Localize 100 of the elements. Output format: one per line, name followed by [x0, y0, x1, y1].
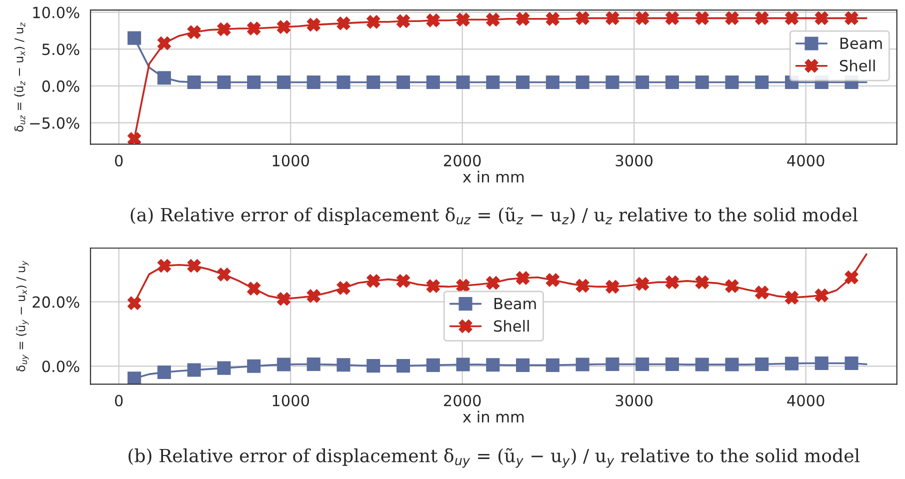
- point: [546, 12, 560, 26]
- point: [755, 76, 769, 90]
- point: [426, 14, 440, 28]
- point: [486, 358, 500, 372]
- point: [247, 22, 261, 36]
- point: [306, 289, 320, 303]
- point: [366, 76, 380, 90]
- point: [486, 12, 500, 26]
- point: [128, 132, 142, 144]
- point: [665, 11, 679, 25]
- point: [695, 275, 709, 289]
- legend-label: Beam: [840, 38, 882, 50]
- point: [247, 359, 261, 373]
- point: [725, 11, 739, 25]
- point: [276, 292, 290, 306]
- point: [636, 357, 650, 371]
- point: [784, 11, 799, 25]
- point: [576, 278, 590, 293]
- point: [606, 357, 620, 371]
- point: [276, 358, 290, 372]
- y-tick-label: 5.0%: [42, 44, 80, 56]
- point: [336, 16, 350, 30]
- x-tick-label: 2000: [444, 394, 481, 406]
- point: [725, 358, 739, 372]
- x-tick-label: 2000: [444, 154, 481, 166]
- point: [606, 76, 620, 90]
- x-tick-label: 0: [114, 394, 123, 406]
- point: [516, 271, 530, 285]
- x-tick-label: 1000: [272, 154, 310, 166]
- x-tick-label: 3000: [616, 154, 653, 166]
- point: [128, 296, 142, 310]
- point: [755, 11, 769, 25]
- point: [456, 358, 470, 372]
- x-tick-label: 3000: [616, 394, 653, 406]
- point: [486, 76, 500, 90]
- point: [396, 274, 410, 288]
- point: [725, 279, 739, 293]
- point: [665, 76, 679, 90]
- point: [546, 273, 560, 287]
- point: [695, 76, 709, 90]
- point: [486, 276, 500, 290]
- point: [276, 76, 290, 90]
- point: [217, 22, 231, 36]
- point: [396, 76, 410, 90]
- x-axis-title: x in mm: [462, 410, 524, 422]
- y-axis-title: δ$_{uz}$ = (ũ$_{z}$ − u$_{x}$) / u$_{z}$: [14, 22, 26, 132]
- point: [157, 36, 171, 50]
- y-tick-label: 20.0%: [32, 296, 80, 308]
- point: [725, 76, 739, 90]
- y-tick-label: 10.0%: [33, 6, 80, 18]
- x-tick-label: 0: [114, 154, 123, 166]
- x-tick-label: 4000: [787, 154, 824, 166]
- point: [516, 12, 530, 26]
- point: [814, 288, 828, 302]
- point: [306, 357, 320, 371]
- point: [636, 11, 650, 25]
- point: [636, 277, 650, 291]
- point: [336, 281, 350, 295]
- point: [247, 76, 261, 90]
- point: [187, 259, 201, 273]
- point: [187, 76, 201, 90]
- y-tick-label: −5.0%: [30, 117, 80, 129]
- point: [665, 275, 679, 289]
- point: [844, 270, 858, 284]
- point: [546, 358, 560, 372]
- point: [784, 290, 799, 304]
- legend-label: Shell: [494, 320, 529, 332]
- point: [426, 279, 440, 293]
- point: [187, 363, 201, 377]
- point: [844, 11, 858, 25]
- point: [695, 358, 709, 372]
- point: [366, 15, 380, 29]
- point: [128, 372, 142, 384]
- y-axis-title: δ$_{uy}$ = (ũ$_{y}$ − u$_{x}$) / u$_{y}$: [16, 260, 29, 372]
- x-axis-title: x in mm: [462, 170, 524, 182]
- point: [844, 356, 858, 370]
- point: [576, 11, 590, 25]
- point: [157, 259, 171, 273]
- y-tick-label: 0.0%: [42, 360, 80, 372]
- point: [576, 76, 590, 90]
- point: [576, 358, 590, 372]
- point: [157, 71, 171, 85]
- point: [426, 76, 440, 90]
- point: [665, 357, 679, 371]
- point: [456, 12, 470, 26]
- point: [755, 286, 769, 300]
- point: [336, 358, 350, 372]
- point: [276, 20, 290, 34]
- point: [516, 358, 530, 372]
- point: [366, 274, 380, 288]
- point: [606, 280, 620, 294]
- point: [366, 359, 380, 373]
- point: [217, 76, 231, 90]
- y-tick-label: 0.0%: [42, 80, 80, 92]
- point: [247, 282, 261, 296]
- point: [546, 76, 560, 90]
- x-tick-label: 4000: [787, 394, 824, 406]
- point: [814, 11, 828, 25]
- text: (b) Relative error of displacement δ$_{uy}$ = (ũ$_{y}$ − u$_{y}$) / u$_{y}$ relative to the solid model: [128, 448, 860, 468]
- point: [755, 357, 769, 371]
